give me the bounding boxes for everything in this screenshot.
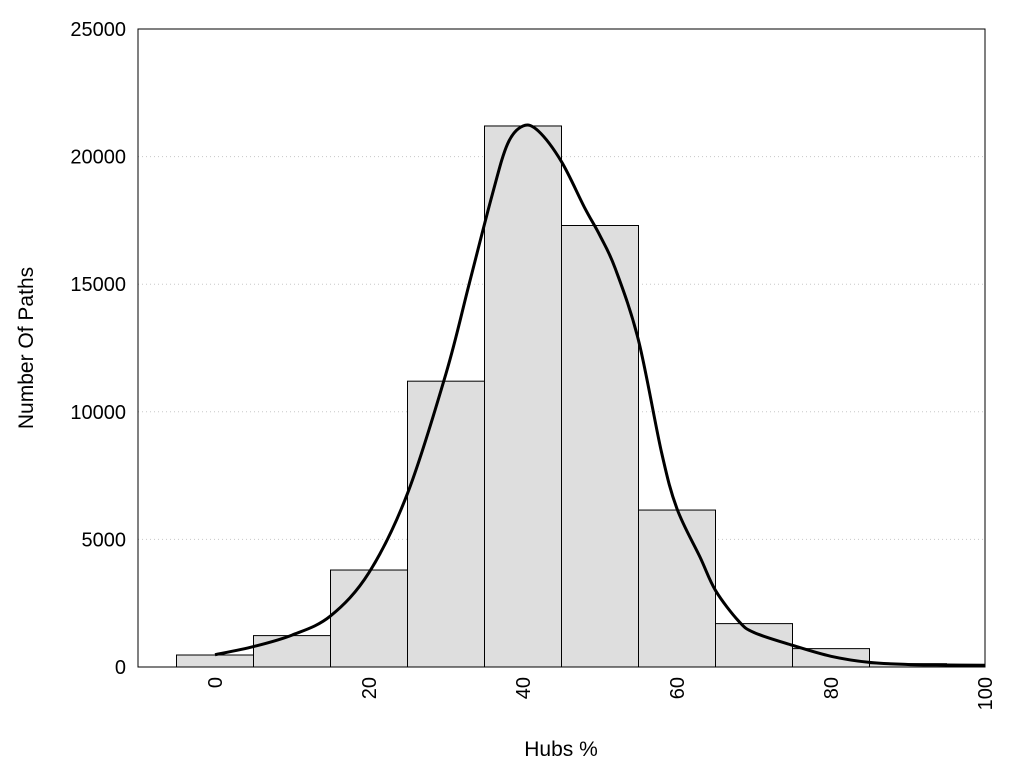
histogram-bar xyxy=(407,380,485,668)
histogram-bar xyxy=(253,635,331,668)
histogram-bar xyxy=(484,125,562,668)
plot-frame xyxy=(137,28,986,668)
histogram-bars xyxy=(176,125,947,668)
histogram-bar xyxy=(561,225,639,668)
density-curve xyxy=(214,123,986,667)
x-axis-title: Hubs % xyxy=(524,738,598,761)
x-tick-label: 60 xyxy=(667,677,689,699)
y-axis-ticks: 0 5000 10000 15000 20000 25000 xyxy=(70,19,126,679)
x-tick-label: 20 xyxy=(359,677,381,699)
x-tick-label: 80 xyxy=(821,677,843,699)
y-axis-title: Number Of Paths xyxy=(15,267,38,429)
x-tick-label: 0 xyxy=(205,677,227,688)
x-tick-label: 100 xyxy=(975,677,997,710)
y-tick-label: 10000 xyxy=(70,402,126,424)
histogram-bar xyxy=(638,509,716,668)
y-tick-label: 0 xyxy=(115,657,126,679)
x-axis-ticks: 0 20 40 60 80 100 xyxy=(205,677,997,710)
histogram-bar xyxy=(330,569,408,668)
histogram-bar xyxy=(715,623,793,668)
y-tick-label: 5000 xyxy=(82,529,127,551)
histogram-bar xyxy=(176,654,254,668)
y-tick-label: 20000 xyxy=(70,147,126,169)
x-tick-label: 40 xyxy=(513,677,535,699)
y-tick-label: 25000 xyxy=(70,19,126,41)
y-tick-label: 15000 xyxy=(70,274,126,296)
